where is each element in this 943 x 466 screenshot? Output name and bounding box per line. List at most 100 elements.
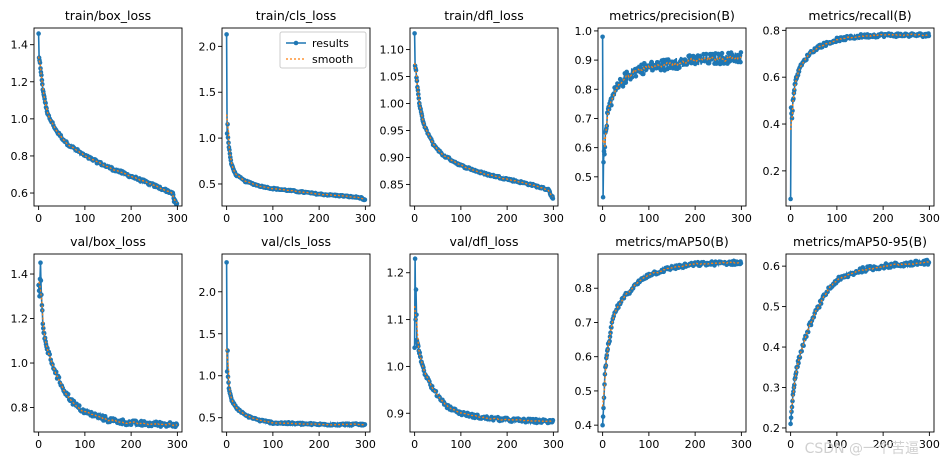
results-point	[39, 77, 45, 83]
axes-frame	[409, 27, 559, 207]
x-tick-label: 200	[685, 438, 706, 451]
results-point	[224, 32, 229, 37]
x-tick-label: 0	[223, 212, 230, 225]
results-point	[685, 60, 690, 66]
y-tick-label: 0.4	[575, 419, 593, 432]
smooth-line	[37, 56, 178, 204]
results-point	[804, 334, 809, 339]
results-point	[41, 331, 47, 336]
results-point	[793, 81, 798, 86]
x-tick-label: 200	[309, 212, 330, 225]
axes-frame	[785, 27, 935, 207]
x-tick-label: 300	[919, 438, 940, 451]
y-tick-label: 0.3	[763, 382, 781, 395]
subplot-title: train/dfl_loss	[444, 8, 524, 23]
x-tick-label: 0	[599, 438, 606, 451]
x-tick-label: 100	[826, 438, 847, 451]
smooth-line	[225, 114, 366, 201]
results-point	[691, 54, 697, 60]
y-tick-label: 1.4	[11, 268, 29, 281]
results-point	[611, 91, 616, 96]
results-point	[602, 382, 607, 387]
subplot-metrics-recall-b-: metrics/recall(B) 0 100 200 300 0.2 0.4 0.6 0.8	[763, 8, 940, 225]
results-point	[719, 50, 725, 56]
results-point	[36, 31, 41, 36]
results-point	[797, 355, 803, 360]
x-tick-label: 200	[873, 212, 894, 225]
subplot-title: metrics/precision(B)	[609, 8, 735, 23]
x-tick-label: 100	[262, 438, 283, 451]
subplot-val-box-loss: val/box_loss 0 100 200 300 0.8 1.0 1.2 1.4	[11, 234, 188, 451]
x-tick-label: 100	[638, 438, 659, 451]
x-tick-label: 0	[35, 212, 42, 225]
y-tick-label: 1.0	[575, 25, 593, 38]
y-tick-label: 2.0	[199, 286, 217, 299]
x-tick-label: 0	[223, 438, 230, 451]
y-tick-label: 1.0	[387, 360, 405, 373]
axes-frame	[409, 253, 559, 433]
x-tick-label: 300	[543, 438, 564, 451]
series-results	[788, 31, 932, 202]
legend-results-label: results	[312, 37, 349, 50]
subplot-title: val/cls_loss	[261, 234, 331, 249]
x-tick-label: 100	[74, 212, 95, 225]
subplot-title: val/dfl_loss	[450, 234, 519, 249]
results-point	[790, 398, 795, 404]
results-point	[416, 96, 422, 101]
smooth-line	[413, 62, 554, 198]
subplot-title: metrics/mAP50-95(B)	[793, 234, 927, 249]
results-point	[227, 147, 232, 153]
series-results	[412, 31, 556, 201]
y-tick-label: 0.8	[11, 402, 29, 415]
results-point	[694, 60, 700, 65]
results-point	[792, 88, 797, 93]
results-point	[789, 409, 794, 415]
x-tick-label: 300	[731, 438, 752, 451]
results-point	[170, 192, 176, 197]
results-point	[40, 321, 46, 327]
legend-box	[279, 31, 367, 69]
results-point	[607, 334, 613, 340]
y-tick-label: 1.0	[11, 357, 29, 370]
results-point	[801, 343, 806, 349]
results-point	[654, 65, 659, 71]
x-tick-label: 0	[599, 212, 606, 225]
results-point	[608, 330, 613, 336]
smooth-line	[789, 33, 930, 130]
subplot-metrics-precision-b-: metrics/precision(B) 0 100 200 300 0.5 0.6 0.7 0…	[575, 8, 752, 225]
results-point	[39, 72, 44, 78]
axes-frame	[785, 253, 935, 433]
x-tick-label: 200	[309, 438, 330, 451]
subplot-train-cls-loss: train/cls_loss 0 100 200 300 0.5 1.0 1.5 2.0 resu…	[199, 8, 376, 225]
x-tick-label: 200	[497, 438, 518, 451]
results-point	[45, 346, 50, 351]
series-results	[600, 258, 744, 428]
x-tick-label: 0	[411, 212, 418, 225]
results-point	[609, 325, 614, 330]
series-results	[224, 260, 368, 429]
y-tick-label: 0.4	[763, 118, 781, 131]
y-tick-label: 1.00	[380, 98, 405, 111]
results-point	[413, 287, 419, 292]
y-tick-label: 1.1	[387, 314, 405, 327]
y-tick-label: 0.9	[575, 54, 593, 67]
y-tick-label: 1.2	[387, 267, 405, 280]
results-point	[788, 196, 793, 202]
smooth-line	[225, 348, 366, 426]
x-tick-label: 0	[35, 438, 42, 451]
x-tick-label: 200	[121, 212, 142, 225]
results-point	[926, 33, 932, 39]
results-point	[40, 81, 45, 87]
subplot-title: metrics/mAP50(B)	[615, 234, 728, 249]
results-line	[789, 31, 930, 200]
x-tick-label: 0	[787, 212, 794, 225]
results-line	[413, 258, 554, 426]
y-tick-label: 0.2	[763, 422, 781, 435]
x-tick-label: 300	[167, 438, 188, 451]
smooth-line	[413, 306, 553, 423]
results-point	[418, 355, 423, 360]
subplot-train-dfl-loss: train/dfl_loss 0 100 200 300 0.85 0.90 0.95 1.00…	[380, 8, 564, 225]
results-point	[825, 289, 830, 295]
results-point	[42, 96, 47, 102]
